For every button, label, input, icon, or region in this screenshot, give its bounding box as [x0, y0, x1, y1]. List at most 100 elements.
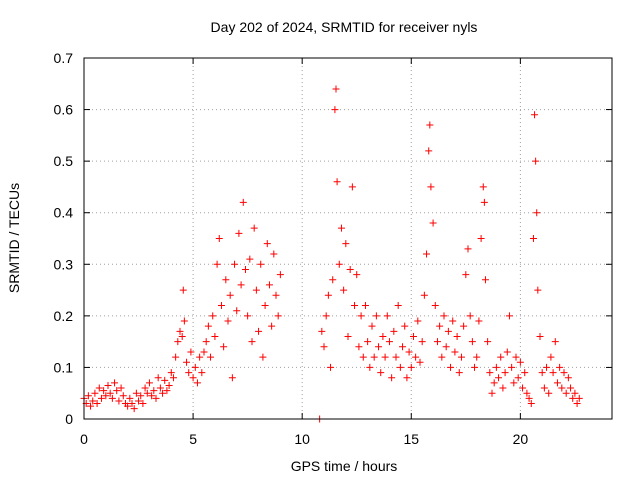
- data-point: [460, 322, 468, 330]
- data-point: [455, 369, 463, 377]
- data-point: [558, 384, 566, 392]
- data-point: [143, 389, 151, 397]
- data-point: [340, 286, 348, 294]
- data-point: [239, 198, 247, 206]
- data-point: [185, 369, 193, 377]
- data-point: [409, 332, 417, 340]
- data-point: [355, 343, 363, 351]
- data-point: [490, 379, 498, 387]
- data-point: [484, 338, 492, 346]
- data-point: [274, 312, 282, 320]
- data-point: [113, 387, 121, 395]
- data-point: [503, 348, 511, 356]
- data-point: [442, 343, 450, 351]
- data-point: [154, 374, 162, 382]
- data-point: [529, 235, 537, 242]
- data-point: [492, 363, 500, 371]
- data-point: [457, 353, 465, 361]
- data-point: [320, 343, 328, 351]
- data-point: [527, 400, 535, 408]
- data-point: [93, 400, 101, 408]
- data-point: [366, 363, 374, 371]
- data-point: [108, 394, 116, 402]
- data-point: [573, 400, 581, 408]
- data-point: [359, 353, 367, 361]
- data-point: [246, 255, 254, 263]
- data-point: [226, 291, 234, 299]
- data-point: [215, 235, 223, 242]
- y-tick-label: 0.2: [54, 308, 74, 324]
- data-point: [481, 276, 489, 284]
- data-point: [438, 353, 446, 361]
- data-point: [163, 387, 171, 395]
- y-tick-label: 0: [65, 411, 73, 427]
- y-tick-label: 0.1: [54, 359, 74, 375]
- y-tick-label: 0.4: [54, 205, 74, 221]
- y-axis-label: SRMTID / TECUs: [6, 183, 22, 293]
- data-point: [538, 369, 546, 377]
- data-point: [137, 392, 145, 400]
- data-point: [337, 224, 345, 232]
- data-point: [167, 369, 175, 377]
- data-point: [357, 312, 365, 320]
- data-point: [130, 405, 138, 413]
- y-tick-label: 0.3: [54, 256, 74, 272]
- data-point: [560, 369, 568, 377]
- data-point: [95, 384, 103, 392]
- y-tick-label: 0.5: [54, 153, 74, 169]
- data-point: [353, 271, 361, 279]
- data-point: [486, 369, 494, 377]
- data-point: [531, 111, 539, 119]
- data-point: [471, 363, 479, 371]
- data-point: [429, 219, 437, 227]
- data-point: [231, 260, 239, 268]
- data-point: [564, 374, 572, 382]
- data-point: [213, 260, 221, 268]
- chart-title: Day 202 of 2024, SRMTID for receiver nyl…: [211, 19, 478, 35]
- data-point: [473, 353, 481, 361]
- data-point: [545, 389, 553, 397]
- data-point: [466, 312, 474, 320]
- data-point: [562, 389, 570, 397]
- data-point: [191, 363, 199, 371]
- data-point: [412, 353, 420, 361]
- data-point: [533, 209, 541, 217]
- x-tick-label: 5: [189, 431, 197, 447]
- data-point: [344, 332, 352, 340]
- data-point: [549, 369, 557, 377]
- data-point: [248, 338, 256, 346]
- data-point: [532, 157, 540, 165]
- data-point: [106, 389, 114, 397]
- data-point: [569, 394, 577, 402]
- data-point: [497, 353, 505, 361]
- data-point: [505, 312, 513, 320]
- data-point: [370, 353, 378, 361]
- data-point: [423, 250, 431, 258]
- data-point: [222, 276, 230, 284]
- data-point: [224, 317, 232, 325]
- data-point: [440, 312, 448, 320]
- data-point: [361, 302, 369, 310]
- data-point: [543, 363, 551, 371]
- data-point: [388, 374, 396, 382]
- data-point: [444, 327, 452, 335]
- x-tick-label: 10: [294, 431, 310, 447]
- data-point: [377, 369, 385, 377]
- data-point: [128, 400, 136, 408]
- data-point: [510, 379, 518, 387]
- data-point: [193, 379, 201, 387]
- data-point: [436, 322, 444, 330]
- data-point: [351, 302, 359, 310]
- data-point: [169, 374, 177, 382]
- data-point: [148, 392, 156, 400]
- data-point: [514, 374, 522, 382]
- data-point: [235, 229, 243, 237]
- data-point: [97, 394, 105, 402]
- data-point: [547, 353, 555, 361]
- data-point: [512, 353, 520, 361]
- x-tick-label: 0: [80, 431, 88, 447]
- data-point: [178, 332, 186, 340]
- data-point: [200, 348, 208, 356]
- data-point: [204, 322, 212, 330]
- data-point: [331, 106, 339, 114]
